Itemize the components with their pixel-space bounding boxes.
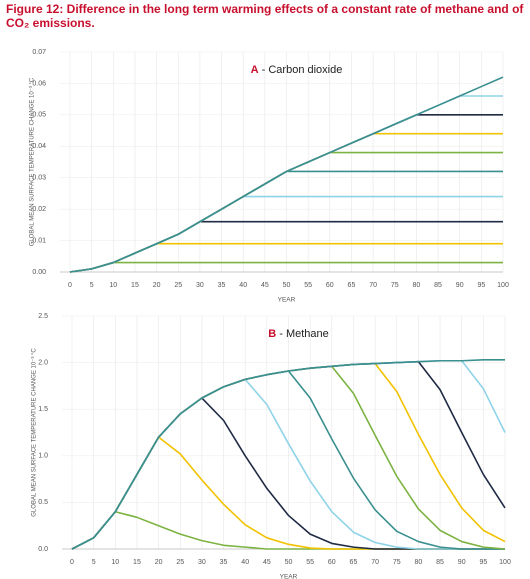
y-tick-label: 0.03 [32, 175, 46, 182]
panel-label: B - Methane [268, 328, 329, 340]
x-tick-label: 15 [131, 282, 139, 289]
y-axis-label: GLOBAL MEAN SURFACE TEMPERATURE CHANGE 1… [32, 348, 38, 517]
y-tick-label: 0.06 [32, 80, 46, 87]
x-tick-label: 80 [415, 559, 423, 566]
x-tick-label: 55 [304, 282, 312, 289]
x-tick-label: 75 [393, 559, 401, 566]
x-tick-label: 95 [477, 282, 485, 289]
x-tick-label: 85 [436, 559, 444, 566]
x-tick-label: 15 [133, 559, 141, 566]
panel-letter: A [251, 64, 259, 76]
x-tick-label: 70 [369, 282, 377, 289]
x-tick-label: 95 [479, 559, 487, 566]
y-tick-label: 2.0 [38, 359, 48, 366]
panel-subtitle: - Carbon dioxide [262, 64, 343, 76]
x-tick-label: 80 [413, 282, 421, 289]
x-tick-label: 45 [261, 282, 269, 289]
x-tick-label: 10 [109, 282, 117, 289]
series-line [69, 261, 503, 273]
x-tick-label: 100 [499, 559, 511, 566]
title-box: Figure 12: Difference in the long term w… [6, 2, 524, 30]
x-tick-label: 65 [350, 559, 358, 566]
panel-label: A - Carbon dioxide [251, 64, 343, 76]
x-tick-label: 0 [70, 559, 74, 566]
x-tick-label: 90 [456, 282, 464, 289]
x-tick-label: 60 [326, 282, 334, 289]
y-tick-label: 1.0 [38, 453, 48, 460]
y-axis-label: GLOBAL MEAN SURFACE TEMPERATURE CHANGE 1… [30, 77, 36, 246]
y-tick-label: 0.07 [32, 49, 46, 56]
x-tick-label: 40 [241, 559, 249, 566]
x-tick-label: 25 [174, 282, 182, 289]
x-tick-label: 45 [263, 559, 271, 566]
x-tick-label: 10 [111, 559, 119, 566]
panel-letter: B [268, 328, 276, 340]
y-tick-label: 1.5 [38, 406, 48, 413]
x-tick-label: 25 [176, 559, 184, 566]
x-tick-label: 40 [239, 282, 247, 289]
x-tick-label: 55 [306, 559, 314, 566]
x-tick-label: 65 [348, 282, 356, 289]
x-tick-label: 20 [155, 559, 163, 566]
y-tick-label: 0.02 [32, 206, 46, 213]
y-tick-label: 2.5 [38, 313, 48, 320]
x-tick-label: 35 [218, 282, 226, 289]
x-tick-label: 60 [328, 559, 336, 566]
x-tick-label: 50 [283, 282, 291, 289]
y-tick-label: 0.01 [32, 237, 46, 244]
x-axis-label: YEAR [278, 297, 296, 304]
y-tick-label: 0.00 [32, 269, 46, 276]
x-tick-label: 35 [220, 559, 228, 566]
x-tick-label: 5 [92, 559, 96, 566]
x-tick-label: 50 [285, 559, 293, 566]
x-tick-label: 70 [371, 559, 379, 566]
x-tick-label: 100 [497, 282, 509, 289]
series-line [69, 76, 504, 273]
y-tick-label: 0.04 [32, 143, 46, 150]
series-line [71, 359, 505, 550]
y-tick-label: 0.0 [38, 546, 48, 553]
y-tick-label: 0.05 [32, 112, 46, 119]
x-axis-label: YEAR [280, 574, 298, 579]
figure-title: Figure 12: Difference in the long term w… [6, 2, 524, 30]
x-tick-label: 75 [391, 282, 399, 289]
y-tick-label: 0.5 [38, 499, 48, 506]
x-tick-label: 85 [434, 282, 442, 289]
x-tick-label: 30 [198, 559, 206, 566]
x-tick-label: 20 [153, 282, 161, 289]
x-tick-label: 5 [90, 282, 94, 289]
x-tick-label: 30 [196, 282, 204, 289]
panel-subtitle: - Methane [279, 328, 329, 340]
x-tick-label: 90 [458, 559, 466, 566]
x-tick-label: 0 [68, 282, 72, 289]
